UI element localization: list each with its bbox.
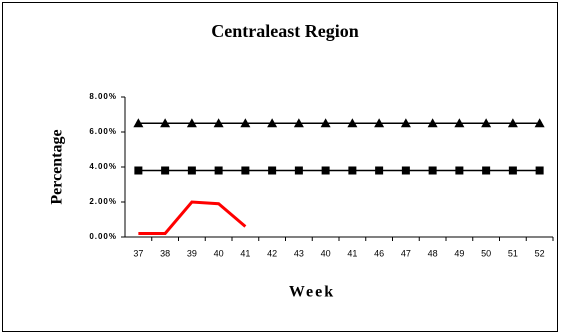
triangle-marker [454,118,465,128]
square-marker [134,166,143,175]
x-tick-label: 40 [321,248,331,258]
x-tick-label: 43 [294,248,304,258]
square-marker [214,166,223,175]
y-tick-label: 2.00% [89,197,117,206]
y-tick-label: 8.00% [89,92,117,101]
series-line [138,200,247,235]
x-tick-label: 49 [454,248,464,258]
chart-title: Centraleast Region [211,21,358,41]
square-marker [187,166,196,175]
x-tick-label: 39 [187,248,197,258]
triangle-marker [374,118,385,128]
square-marker [535,166,544,175]
x-tick-label: 41 [347,248,357,258]
triangle-marker [534,118,545,128]
x-tick-label: 48 [428,248,438,258]
triangle-marker [267,118,278,128]
y-axis-title: Percentage [49,129,66,204]
triangle-marker [186,118,197,128]
triangle-marker [160,118,171,128]
square-marker [375,166,384,175]
y-tick-label: 0.00% [89,232,117,241]
x-tick-label: 52 [535,248,545,258]
triangle-marker [133,118,144,128]
x-tick-label: 42 [267,248,277,258]
square-marker [161,166,170,175]
x-tick-label: 41 [240,248,250,258]
square-marker [268,166,277,175]
square-marker [401,166,410,175]
triangle-marker [347,118,358,128]
x-axis-title: Week [289,284,335,301]
square-marker [241,166,250,175]
triangle-marker [213,118,224,128]
square-marker [455,166,464,175]
x-tick-label: 40 [214,248,224,258]
triangle-marker [427,118,438,128]
square-marker [428,166,437,175]
square-marker [321,166,330,175]
triangle-marker [507,118,518,128]
chart-border [2,2,558,332]
square-marker [348,166,357,175]
x-tick-label: 46 [374,248,384,258]
y-tick-label: 4.00% [89,162,117,171]
x-tick-label: 50 [481,248,491,258]
square-marker [482,166,491,175]
triangle-marker [400,118,411,128]
y-tick-label: 6.00% [89,127,117,136]
triangle-marker [320,118,331,128]
triangle-marker [481,118,492,128]
x-tick-label: 38 [160,248,170,258]
square-marker [508,166,517,175]
x-tick-label: 51 [508,248,518,258]
triangle-marker [240,118,251,128]
triangle-marker [293,118,304,128]
square-marker [294,166,303,175]
x-tick-label: 37 [133,248,143,258]
x-tick-label: 47 [401,248,411,258]
